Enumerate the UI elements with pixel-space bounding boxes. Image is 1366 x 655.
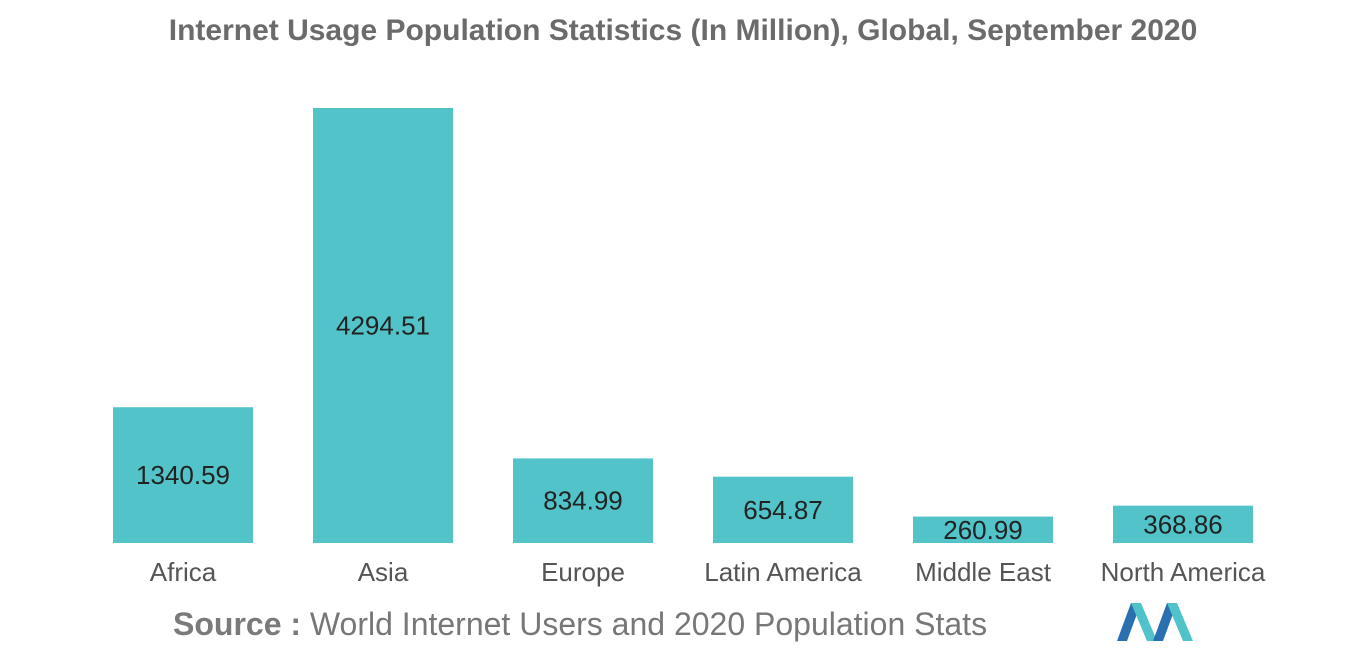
bar-latin-america — [713, 476, 853, 543]
value-label-north-america: 368.86 — [1143, 509, 1223, 539]
tick-label-asia: Asia — [358, 557, 409, 587]
tick-label-africa: Africa — [150, 557, 217, 587]
source-label: Source : — [173, 606, 302, 642]
tick-label-latin-america: Latin America — [704, 557, 862, 587]
value-label-europe: 834.99 — [543, 486, 623, 516]
bar-chart: 1340.59 4294.51 834.99 654.87 260.99 368.86 A… — [113, 108, 1266, 587]
logo-part-middle — [1131, 603, 1157, 641]
tick-label-middle-east: Middle East — [915, 557, 1052, 587]
bar-africa — [113, 407, 253, 543]
bar-north-america — [1113, 505, 1253, 543]
bars-group — [113, 108, 1253, 543]
bar-europe — [513, 458, 653, 543]
x-axis-tick-labels: Africa Asia Europe Latin America Middle East… — [150, 557, 1266, 587]
value-label-africa: 1340.59 — [136, 460, 230, 490]
value-label-asia: 4294.51 — [336, 311, 430, 341]
source-line: Source : World Internet Users and 2020 P… — [173, 606, 987, 643]
tick-label-north-america: North America — [1101, 557, 1266, 587]
bar-asia — [313, 108, 453, 543]
chart-title: Internet Usage Population Statistics (In… — [168, 14, 1198, 47]
bar-middle-east — [913, 516, 1053, 543]
value-label-latin-america: 654.87 — [743, 495, 823, 525]
value-labels-group: 1340.59 4294.51 834.99 654.87 260.99 368.86 — [136, 311, 1223, 545]
value-label-middle-east: 260.99 — [943, 515, 1023, 545]
brand-logo-icon — [1117, 603, 1193, 641]
tick-label-europe: Europe — [541, 557, 625, 587]
logo-part-edge — [1167, 603, 1193, 641]
source-text: World Internet Users and 2020 Population… — [309, 606, 988, 642]
